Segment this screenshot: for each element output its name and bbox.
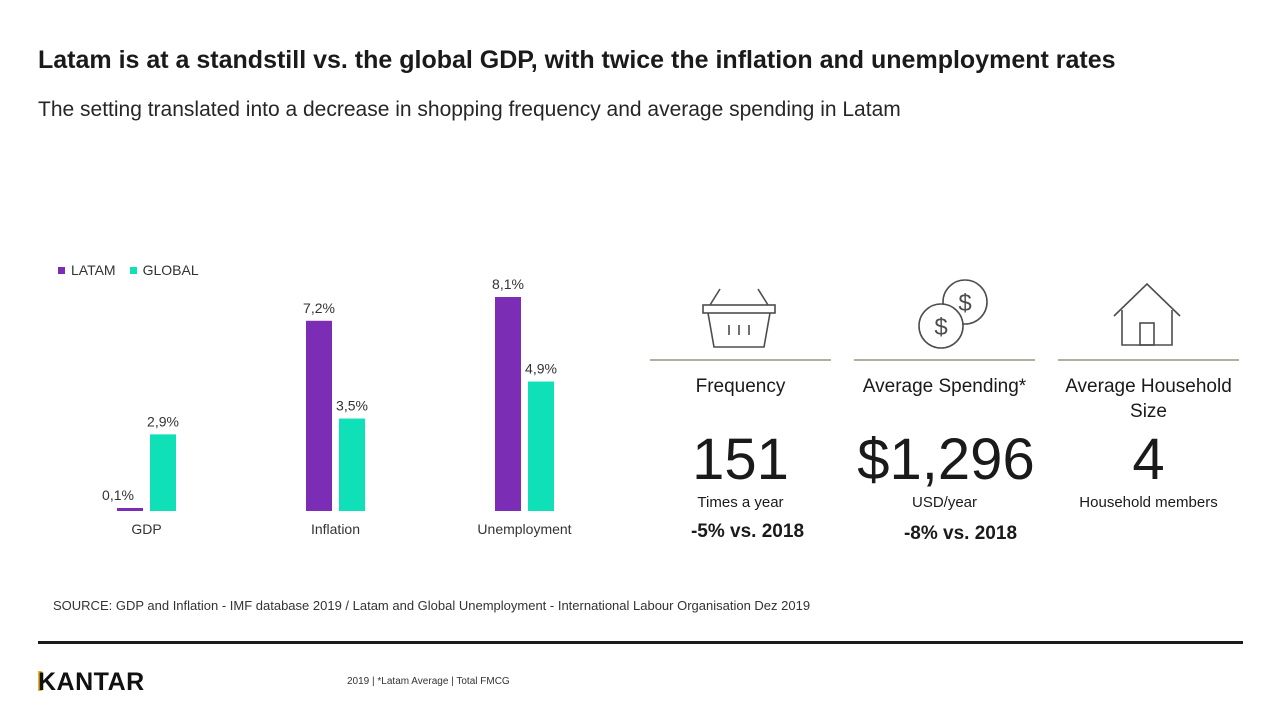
kantar-logo-mark bbox=[38, 671, 42, 691]
bar-unemployment-global bbox=[528, 381, 554, 511]
house-icon bbox=[1113, 282, 1181, 346]
data-label-gdp-global: 2,9% bbox=[147, 413, 179, 429]
kpi-spending-unit: USD/year bbox=[911, 494, 978, 511]
legend-label-latam: LATAM bbox=[71, 262, 116, 278]
bar-inflation-global bbox=[339, 418, 365, 511]
kpi-frequency-change: -5% vs. 2018 bbox=[690, 521, 805, 542]
legend-item-latam: LATAM bbox=[58, 262, 116, 278]
data-label-unemployment-global: 4,9% bbox=[525, 361, 557, 377]
kpi-frequency-label: Frequency bbox=[695, 376, 786, 397]
kpi-household-value: 4 bbox=[1132, 427, 1165, 492]
kpi-household-unit: Household members bbox=[1079, 494, 1218, 511]
svg-text:$: $ bbox=[958, 290, 971, 317]
bar-chart: 0,1% 2,9% GDP 7,2% 3,5% Inflation 8,1% 4,9% Unem… bbox=[102, 276, 572, 537]
legend-swatch-latam bbox=[58, 266, 65, 274]
bar-inflation-latam bbox=[306, 320, 332, 511]
page-title: Latam is at a standstill vs. the global … bbox=[38, 46, 1116, 74]
kpi-frequency-value: 151 bbox=[692, 427, 789, 492]
kpi-household-label: Average Household Size bbox=[1065, 376, 1232, 422]
legend-swatch-global bbox=[129, 266, 137, 274]
bar-unemployment-latam bbox=[495, 297, 521, 511]
bar-gdp-global bbox=[150, 434, 176, 511]
chart-legend: LATAM GLOBAL bbox=[58, 262, 199, 278]
kpi-spending-change: -8% vs. 2018 bbox=[903, 523, 1018, 544]
kantar-logo: KANTAR bbox=[38, 668, 145, 696]
bar-gdp-latam bbox=[117, 508, 143, 511]
shopping-basket-icon bbox=[702, 288, 776, 348]
svg-text:$: $ bbox=[934, 314, 947, 341]
footer-divider bbox=[38, 641, 1243, 644]
kpi-spending-label: Average Spending* bbox=[862, 376, 1027, 397]
data-label-gdp-latam: 0,1% bbox=[102, 487, 134, 503]
kpi-spending-value: $1,296 bbox=[857, 427, 1035, 492]
kpi-spending-rule bbox=[854, 359, 1035, 361]
category-label-gdp: GDP bbox=[131, 521, 161, 537]
kpi-household-rule bbox=[1058, 359, 1239, 361]
coins-icon: $ $ bbox=[918, 279, 988, 349]
data-label-unemployment-latam: 8,1% bbox=[492, 276, 524, 292]
data-label-inflation-global: 3,5% bbox=[336, 398, 368, 414]
legend-item-global: GLOBAL bbox=[129, 262, 199, 278]
data-label-inflation-latam: 7,2% bbox=[303, 300, 335, 316]
category-label-inflation: Inflation bbox=[311, 521, 360, 537]
page-subtitle: The setting translated into a decrease i… bbox=[38, 98, 901, 121]
category-label-unemployment: Unemployment bbox=[477, 521, 571, 537]
legend-label-global: GLOBAL bbox=[142, 262, 199, 278]
source-note: SOURCE: GDP and Inflation - IMF database… bbox=[53, 598, 811, 613]
footer-note: 2019 | *Latam Average | Total FMCG bbox=[347, 676, 510, 687]
kpi-frequency-rule bbox=[650, 359, 831, 361]
kpi-frequency-unit: Times a year bbox=[697, 494, 784, 511]
